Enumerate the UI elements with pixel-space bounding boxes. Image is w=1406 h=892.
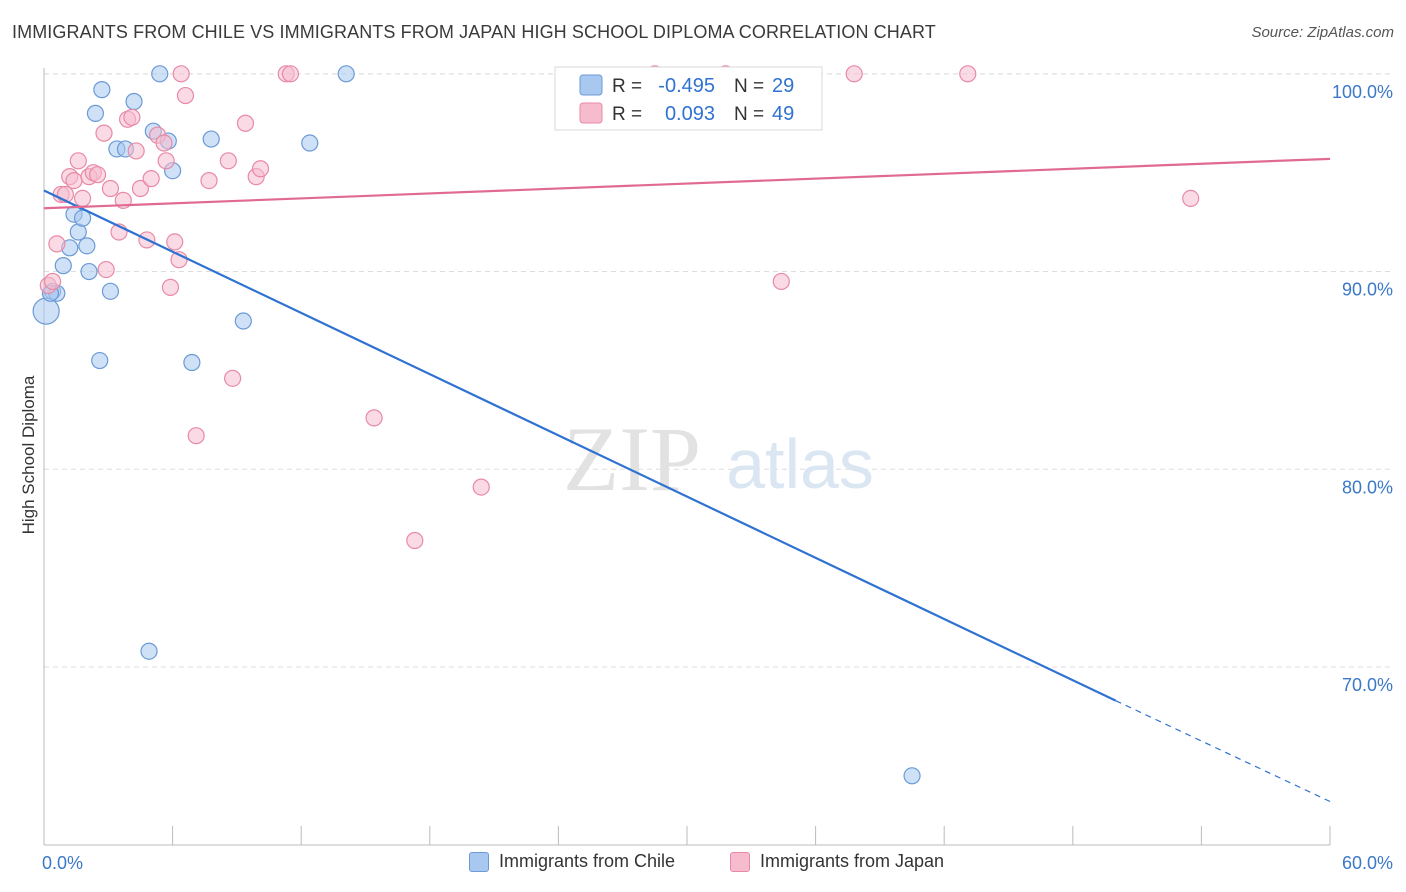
x-tick-label: 0.0% [42, 853, 83, 873]
chile-point [86, 104, 105, 122]
legend-r-value-chile: -0.495 [658, 75, 715, 97]
japan-point [123, 108, 141, 126]
japan-point [472, 478, 490, 496]
y-tick-label: 90.0% [1342, 280, 1393, 300]
chile-point [151, 65, 169, 83]
chile-point [101, 282, 120, 300]
japan-point [166, 233, 184, 251]
legend-bottom: Immigrants from Chile Immigrants from Ja… [0, 851, 1406, 879]
axes [43, 68, 1331, 846]
legend-box: R = -0.495 N = 29 R = 0.093 N = 49 [554, 66, 823, 131]
legend-item-chile[interactable]: Immigrants from Chile [469, 851, 675, 872]
watermark-atlas: atlas [726, 425, 874, 503]
japan-point [69, 152, 87, 170]
japan-point [1182, 189, 1200, 207]
legend-swatch-chile [579, 74, 603, 96]
legend-r-label-chile: R = [612, 76, 642, 97]
legend-label-chile: Immigrants from Chile [499, 851, 676, 871]
chile-point [301, 134, 319, 152]
japan-trend-line [43, 157, 1331, 210]
legend-swatch-chile [469, 851, 489, 872]
chile-point [234, 312, 252, 330]
japan-point [88, 166, 107, 184]
japan-point [161, 278, 180, 296]
japan-point [365, 409, 383, 427]
source-credit: Source: ZipAtlas.com [1251, 24, 1394, 41]
chile-point [73, 209, 92, 227]
japan-point [187, 427, 205, 445]
legend-n-label-japan: N = [734, 104, 764, 125]
y-axis-label: High School Diploma [19, 375, 38, 534]
japan-point [131, 179, 150, 198]
japan-point [959, 65, 977, 83]
japan-point [73, 189, 92, 207]
japan-point [281, 65, 300, 83]
chile-point [125, 92, 143, 111]
chile-point [91, 351, 109, 370]
chart-title: IMMIGRANTS FROM CHILE VS IMMIGRANTS FROM… [12, 22, 936, 42]
legend-swatch-japan [579, 102, 603, 124]
chile-point [80, 262, 98, 281]
chile-trend-line [43, 189, 1117, 702]
chile-point [78, 237, 96, 255]
japan-point [406, 531, 424, 550]
legend-item-japan[interactable]: Immigrants from Japan [730, 851, 944, 872]
chile-point [32, 297, 60, 325]
chile-trend-extension [1115, 700, 1331, 803]
chile-point [183, 353, 201, 372]
japan-point [236, 114, 255, 132]
japan-point [172, 65, 190, 83]
legend-n-value-chile: 29 [772, 75, 794, 97]
japan-point [97, 260, 115, 279]
japan-point [43, 272, 62, 291]
legend-n-label-chile: N = [734, 76, 764, 97]
tick-labels: 70.0% 80.0% 90.0% 100.0% 0.0% 60.0% [42, 82, 1393, 873]
legend-swatch-japan [730, 851, 750, 872]
japan-point [142, 170, 160, 188]
japan-point [65, 171, 83, 190]
data-points [32, 65, 1200, 785]
legend-r-label-japan: R = [612, 104, 642, 125]
japan-point [101, 179, 120, 198]
japan-point [176, 86, 195, 105]
grid-lines [44, 73, 1392, 668]
x-tick-label: 60.0% [1342, 853, 1393, 873]
japan-point [251, 160, 270, 178]
watermark-zip: ZIP [563, 408, 701, 510]
japan-point [48, 235, 66, 253]
chile-point [202, 130, 220, 148]
japan-point [155, 134, 173, 152]
chile-point [903, 767, 921, 785]
chile-point [54, 257, 72, 275]
japan-point [219, 152, 237, 170]
chile-point [93, 81, 111, 99]
y-tick-label: 70.0% [1342, 675, 1393, 695]
y-tick-label: 80.0% [1342, 477, 1393, 497]
japan-point [127, 142, 145, 160]
legend-label-japan: Immigrants from Japan [760, 851, 945, 871]
trend-lines [43, 157, 1331, 803]
legend-n-value-japan: 49 [772, 103, 794, 125]
chile-point [140, 642, 158, 660]
japan-point [772, 272, 790, 291]
japan-point [95, 124, 113, 142]
y-tick-label: 100.0% [1332, 82, 1393, 102]
legend-r-value-japan: 0.093 [665, 103, 715, 125]
japan-point [200, 171, 218, 190]
chile-point [337, 65, 355, 83]
japan-point [224, 369, 242, 387]
japan-point [845, 65, 863, 83]
japan-point [157, 152, 175, 170]
